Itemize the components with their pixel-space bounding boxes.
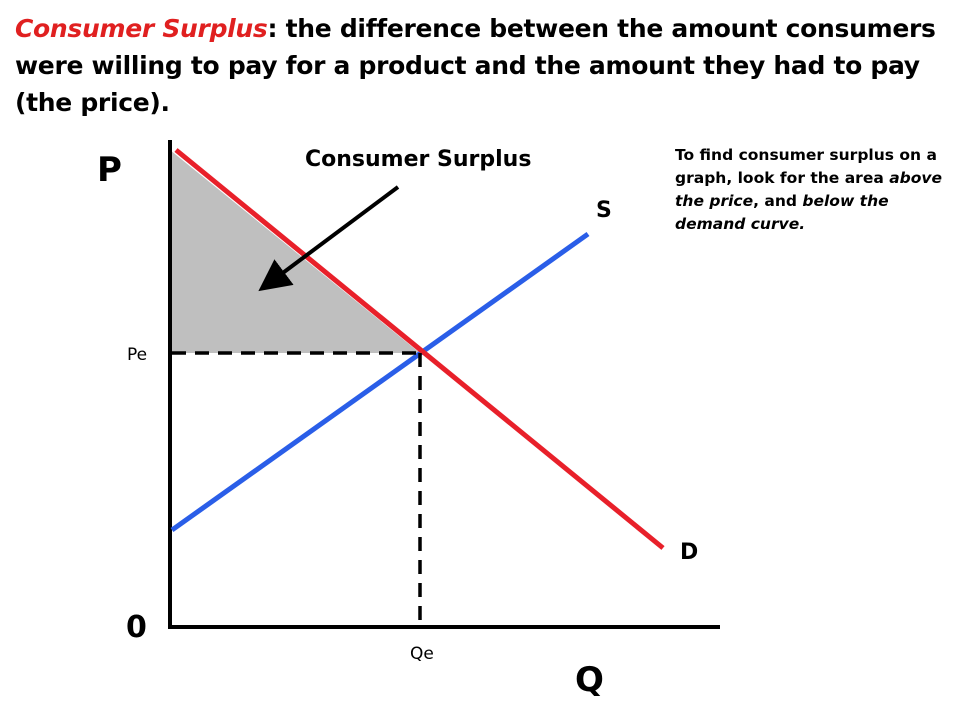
consumer-surplus-label: Consumer Surplus <box>305 147 532 172</box>
definition-heading: Consumer Surplus: the difference between… <box>15 10 945 121</box>
price-axis-label: P <box>97 150 122 190</box>
note-text-2: , and <box>753 192 803 210</box>
supply-label: S <box>596 198 612 223</box>
supply-curve <box>170 231 590 533</box>
origin-label: 0 <box>126 610 147 645</box>
title-definition: : the difference between the amount cons… <box>15 14 936 117</box>
demand-curve <box>174 148 665 550</box>
title-term: Consumer Surplus <box>15 14 268 43</box>
consumer-surplus-area <box>170 150 420 353</box>
note-emphasis-2: below the demand curve. <box>675 192 889 233</box>
demand-label: D <box>680 540 699 565</box>
surplus-pointer-arrow <box>258 185 400 292</box>
equilibrium-price-label: Pe <box>127 345 148 365</box>
quantity-axis-label: Q <box>575 660 604 700</box>
equilibrium-quantity-label: Qe <box>410 644 434 664</box>
note-text-1: To find consumer surplus on a graph, loo… <box>675 146 937 187</box>
note-emphasis-1: above the price <box>675 169 943 210</box>
surplus-hint-note: To find consumer surplus on a graph, loo… <box>675 144 950 236</box>
